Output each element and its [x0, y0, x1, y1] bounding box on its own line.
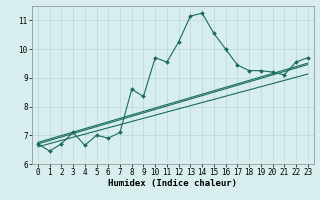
X-axis label: Humidex (Indice chaleur): Humidex (Indice chaleur): [108, 179, 237, 188]
